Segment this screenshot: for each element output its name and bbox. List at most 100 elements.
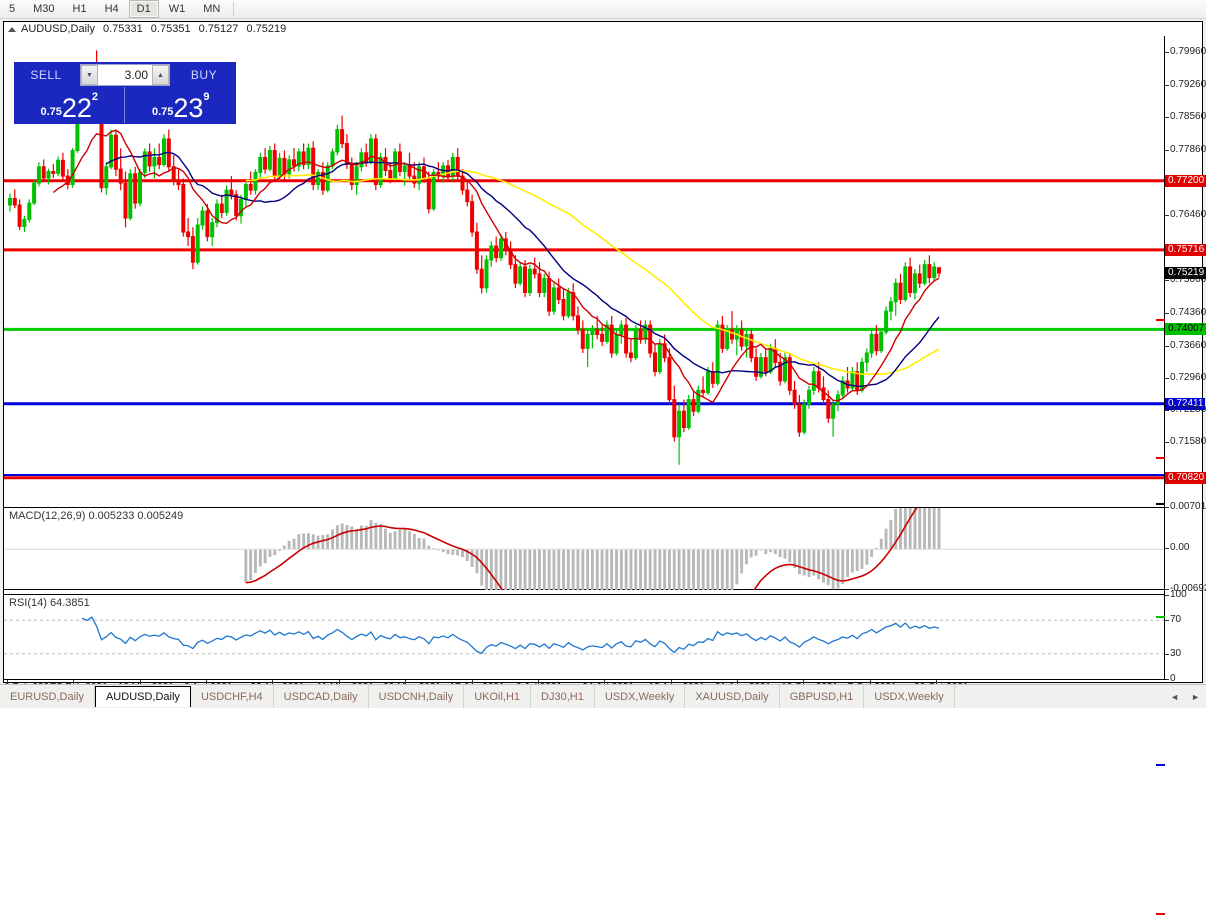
timeframe-h4[interactable]: H4: [104, 3, 119, 15]
timeframe-d1[interactable]: D1: [128, 0, 159, 18]
buy-price-sup: 9: [203, 91, 210, 103]
symbol-tab-usdx-weekly[interactable]: USDX,Weekly: [595, 685, 686, 708]
price-label-0-77200: 0.77200: [1156, 174, 1206, 321]
date-tick: [736, 680, 738, 684]
price-tick-mark: [1165, 150, 1169, 152]
timeframe-m30[interactable]: M30: [33, 3, 55, 15]
timeframe-mn[interactable]: MN: [203, 3, 221, 15]
price-tick-0-74360: 0.74360: [1170, 306, 1206, 318]
date-tick: [936, 680, 937, 684]
price-divider: [123, 87, 127, 123]
macd-svg: [4, 508, 1166, 590]
price-tick-0-78560: 0.78560: [1170, 111, 1206, 123]
one-click-prices: 0.75 22 2 0.75 23 9: [15, 87, 235, 123]
timeframe-h1[interactable]: H1: [72, 3, 87, 15]
date-tick: [405, 680, 407, 684]
tabs-scroll-right-button[interactable]: ►: [1191, 691, 1200, 702]
macd-tick-0_00: 0.00: [1170, 542, 1190, 554]
price-label-pointer: [1156, 318, 1165, 321]
rsi-tick-100: 100: [1170, 589, 1187, 600]
ohlc-open: 0.75331: [102, 23, 143, 35]
date-tick: [604, 680, 606, 684]
one-click-controls: SELL ▼ 3.00 ▲ BUY: [15, 63, 235, 87]
symbol-tab-usdx-weekly[interactable]: USDX,Weekly: [864, 685, 955, 708]
collapse-triangle-icon[interactable]: [8, 26, 16, 32]
price-chart-svg: [4, 50, 1166, 480]
price-tick-0-76460: 0.76460: [1170, 209, 1206, 221]
date-tick: [338, 680, 340, 684]
price-tick-mark: [1165, 378, 1169, 380]
date-tick: [869, 680, 871, 684]
rsi-label: RSI(14) 64.3851: [9, 597, 90, 609]
timeframe-w1[interactable]: W1: [168, 3, 186, 15]
rsi-svg: [4, 616, 1166, 655]
volume-stepper[interactable]: ▼ 3.00 ▲: [80, 64, 170, 86]
tabs-spacer: [955, 685, 1164, 708]
volume-input[interactable]: 3.00: [98, 65, 152, 85]
price-tick-mark: [1165, 215, 1169, 217]
symbol-tab-usdchf-h4[interactable]: USDCHF,H4: [191, 685, 274, 708]
rsi-tick-70: 70: [1170, 614, 1182, 626]
macd-tick-_0_00692: -0.00692: [1170, 583, 1206, 594]
date-tick: [471, 680, 473, 684]
macd-tick-mark: [1165, 548, 1169, 550]
sell-button[interactable]: SELL: [30, 68, 62, 82]
macd-label: MACD(12,26,9) 0.005233 0.005249: [9, 510, 184, 522]
price-tick-mark: [1165, 312, 1169, 314]
price-tick-0-72960: 0.72960: [1170, 372, 1206, 384]
tabs-scroll-left-button[interactable]: ◄: [1170, 691, 1180, 702]
price-label-pointer: [1156, 912, 1165, 915]
date-tick: [272, 680, 274, 684]
rsi-pane[interactable]: RSI(14) 64.3851: [4, 594, 1166, 679]
symbol-tab-audusd-daily[interactable]: AUDUSD,Daily: [94, 686, 191, 707]
symbol-tabs[interactable]: EURUSD,Daily AUDUSD,Daily USDCHF,H4 USDCAD,…: [0, 684, 1206, 708]
price-label-pointer: [1156, 764, 1165, 767]
price-tick-0-71580: 0.71580: [1170, 436, 1206, 448]
rsi-tick-mark: [1165, 595, 1169, 596]
symbol-tab-gbpusd-h1[interactable]: GBPUSD,H1: [780, 685, 865, 708]
date-tick: [139, 680, 141, 684]
price-tick-mark: [1165, 84, 1169, 86]
volume-increase-button[interactable]: ▲: [152, 65, 169, 85]
chart-window: AUDUSD,Daily 0.75331 0.75351 0.75127 0.7…: [3, 21, 1206, 915]
sell-price-prefix: 0.75: [40, 106, 62, 118]
symbol-tab-usdcad-daily[interactable]: USDCAD,Daily: [274, 685, 369, 708]
price-chart-pane[interactable]: [4, 36, 1166, 502]
symbol-tab-dj30-h1[interactable]: DJ30,H1: [531, 685, 595, 708]
rsi-tick-mark: [1165, 679, 1169, 680]
price-tick-mark: [1165, 280, 1169, 282]
chart-symbol-label: AUDUSD,Daily: [21, 23, 95, 35]
price-tick-mark: [1165, 117, 1169, 119]
volume-decrease-button[interactable]: ▼: [81, 65, 98, 85]
price-label-pointer: [1156, 456, 1165, 459]
timeframe-5[interactable]: 5: [9, 3, 16, 15]
price-tick-mark: [1165, 442, 1169, 444]
price-label-pointer: [1156, 615, 1165, 618]
price-tick-0-79260: 0.79260: [1170, 78, 1206, 90]
price-label-0-75219: 0.75219: [1156, 267, 1206, 505]
buy-button[interactable]: BUY: [190, 68, 218, 82]
price-scale[interactable]: 0.79960 0.79260 0.78560 0.77860 0.77200 0.764…: [1156, 36, 1206, 915]
sell-price[interactable]: 0.75 22 2: [15, 87, 124, 123]
rsi-tick-mark: [1165, 620, 1169, 622]
macd-pane[interactable]: MACD(12,26,9) 0.005233 0.005249: [4, 507, 1166, 590]
toolbar-separator: [233, 2, 235, 16]
symbol-tab-usdcnh-daily[interactable]: USDCNH,Daily: [369, 685, 465, 708]
chart-header: AUDUSD,Daily 0.75331 0.75351 0.75127 0.7…: [4, 22, 1202, 36]
symbol-tab-eurusd-daily[interactable]: EURUSD,Daily: [0, 685, 95, 708]
symbol-tab-xauusd-daily[interactable]: XAUUSD,Daily: [685, 685, 780, 708]
macd-tick-mark: [1165, 507, 1169, 508]
rsi-tick-0: 0: [1170, 673, 1176, 684]
date-tick: [537, 680, 539, 684]
date-tick: [73, 680, 75, 684]
price-tick-mark: [1165, 52, 1169, 54]
one-click-trading-panel[interactable]: SELL ▼ 3.00 ▲ BUY 0.75 22 2 0.75 23: [14, 62, 236, 124]
date-tick: [206, 680, 208, 684]
rsi-tick-mark: [1165, 653, 1169, 655]
buy-price[interactable]: 0.75 23 9: [127, 87, 236, 123]
macd-tick-0_007015: 0.007015: [1170, 501, 1206, 512]
ohlc-low: 0.75127: [198, 23, 239, 35]
symbol-tab-ukoil-h1[interactable]: UKOil,H1: [464, 685, 532, 708]
date-tick: [803, 680, 805, 684]
